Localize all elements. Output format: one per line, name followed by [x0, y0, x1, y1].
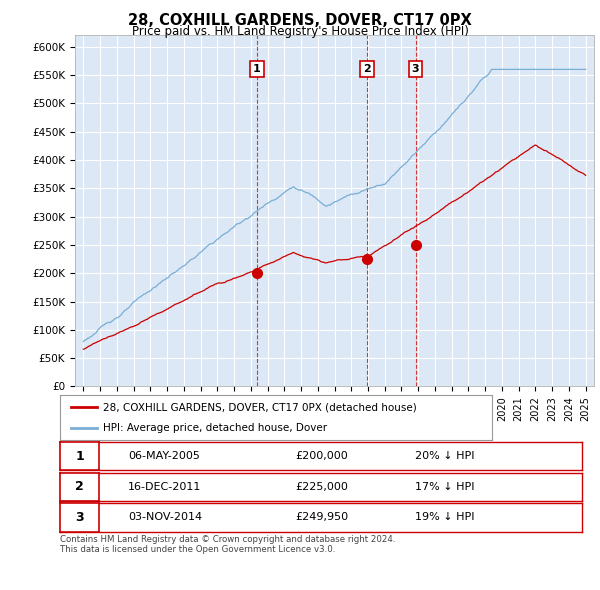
Text: 3: 3 [75, 511, 84, 524]
Text: £200,000: £200,000 [295, 451, 347, 461]
Text: 03-NOV-2014: 03-NOV-2014 [128, 513, 202, 522]
Text: £225,000: £225,000 [295, 482, 348, 491]
Text: Contains HM Land Registry data © Crown copyright and database right 2024.
This d: Contains HM Land Registry data © Crown c… [60, 535, 395, 554]
Text: 28, COXHILL GARDENS, DOVER, CT17 0PX: 28, COXHILL GARDENS, DOVER, CT17 0PX [128, 13, 472, 28]
Text: 28, COXHILL GARDENS, DOVER, CT17 0PX (detached house): 28, COXHILL GARDENS, DOVER, CT17 0PX (de… [103, 402, 417, 412]
Text: 20% ↓ HPI: 20% ↓ HPI [415, 451, 475, 461]
Text: 2: 2 [364, 64, 371, 74]
Text: HPI: Average price, detached house, Dover: HPI: Average price, detached house, Dove… [103, 422, 328, 432]
Text: £249,950: £249,950 [295, 513, 348, 522]
Text: 1: 1 [253, 64, 260, 74]
Text: 16-DEC-2011: 16-DEC-2011 [128, 482, 201, 491]
Text: 3: 3 [412, 64, 419, 74]
Text: 19% ↓ HPI: 19% ↓ HPI [415, 513, 475, 522]
Text: 2: 2 [75, 480, 84, 493]
Text: Price paid vs. HM Land Registry's House Price Index (HPI): Price paid vs. HM Land Registry's House … [131, 25, 469, 38]
Text: 17% ↓ HPI: 17% ↓ HPI [415, 482, 475, 491]
Text: 06-MAY-2005: 06-MAY-2005 [128, 451, 200, 461]
Text: 1: 1 [75, 450, 84, 463]
